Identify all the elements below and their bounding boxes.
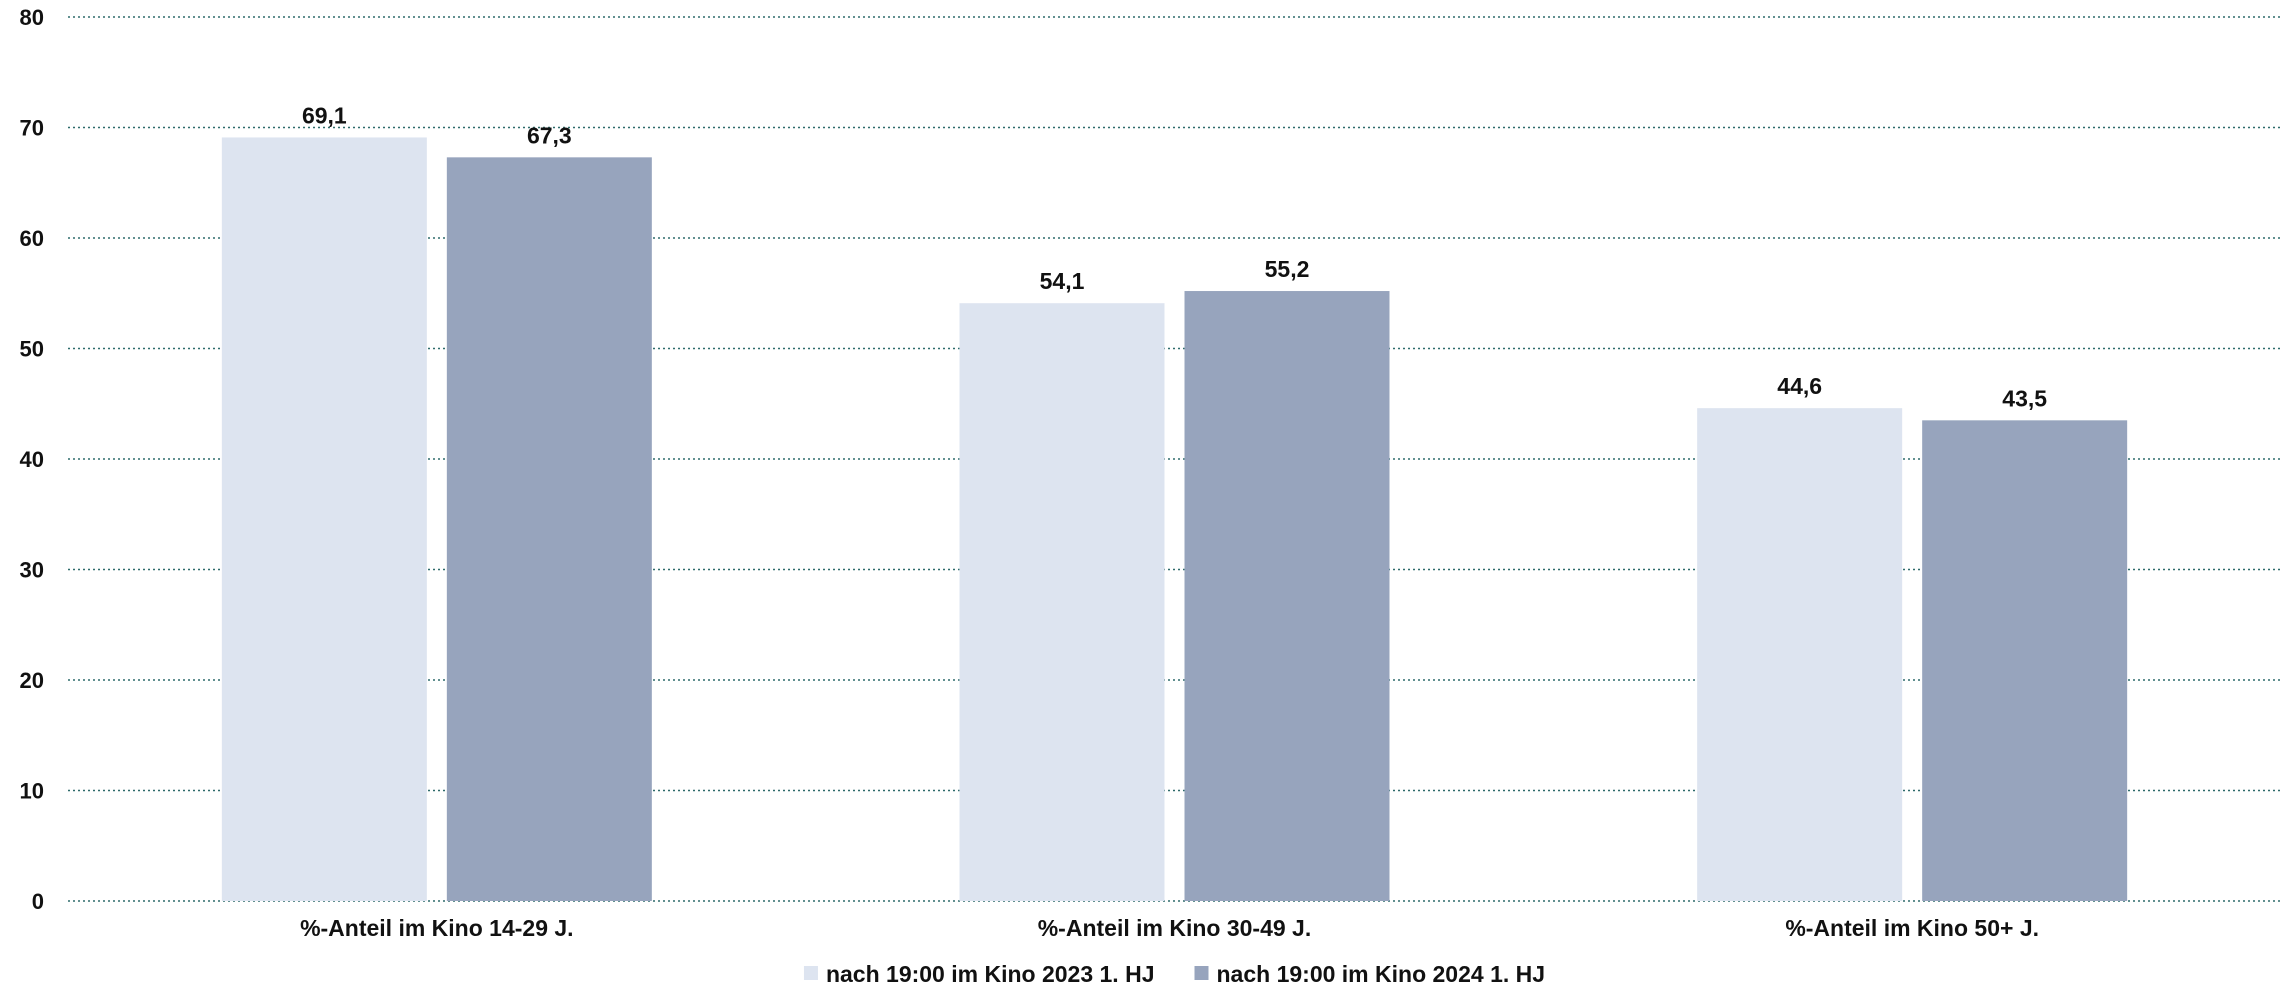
legend-swatch	[1194, 966, 1209, 980]
data-label: 67,3	[527, 122, 572, 148]
legend-label: nach 19:00 im Kino 2024 1. HJ	[1217, 961, 1546, 987]
data-label: 55,2	[1265, 256, 1310, 282]
bar	[1184, 291, 1390, 901]
bars	[221, 137, 2128, 901]
bar	[446, 157, 652, 901]
data-label: 43,5	[2002, 385, 2047, 411]
x-axis: %-Anteil im Kino 14-29 J. %-Anteil im Kin…	[300, 915, 2039, 941]
y-tick-label: 60	[20, 226, 44, 251]
y-tick-label: 80	[20, 5, 44, 30]
y-tick-label: 10	[20, 779, 44, 804]
y-tick-label: 50	[20, 337, 44, 362]
x-tick-label: %-Anteil im Kino 50+ J.	[1785, 915, 2039, 941]
y-tick-label: 40	[20, 447, 44, 472]
bar	[959, 303, 1165, 901]
bar	[221, 137, 427, 901]
y-axis: 0 10 20 30 40 50 60 70 80	[20, 5, 44, 914]
y-tick-label: 0	[32, 889, 44, 914]
bar	[1922, 420, 2128, 901]
x-tick-label: %-Anteil im Kino 14-29 J.	[300, 915, 574, 941]
bar	[1697, 408, 1903, 901]
legend-item: nach 19:00 im Kino 2023 1. HJ	[803, 961, 1155, 987]
legend-item: nach 19:00 im Kino 2024 1. HJ	[1194, 961, 1546, 987]
legend: nach 19:00 im Kino 2023 1. HJ nach 19:00 …	[803, 961, 1546, 987]
data-label: 44,6	[1777, 373, 1822, 399]
x-tick-label: %-Anteil im Kino 30-49 J.	[1038, 915, 1312, 941]
gridlines	[68, 16, 2281, 902]
y-tick-label: 70	[20, 116, 44, 141]
legend-label: nach 19:00 im Kino 2023 1. HJ	[826, 961, 1155, 987]
legend-swatch	[803, 966, 818, 980]
data-labels: 69,1 67,3 54,1 55,2 44,6 43,5	[302, 102, 2047, 411]
y-tick-label: 20	[20, 668, 44, 693]
y-tick-label: 30	[20, 558, 44, 583]
data-label: 54,1	[1040, 268, 1085, 294]
data-label: 69,1	[302, 102, 347, 128]
